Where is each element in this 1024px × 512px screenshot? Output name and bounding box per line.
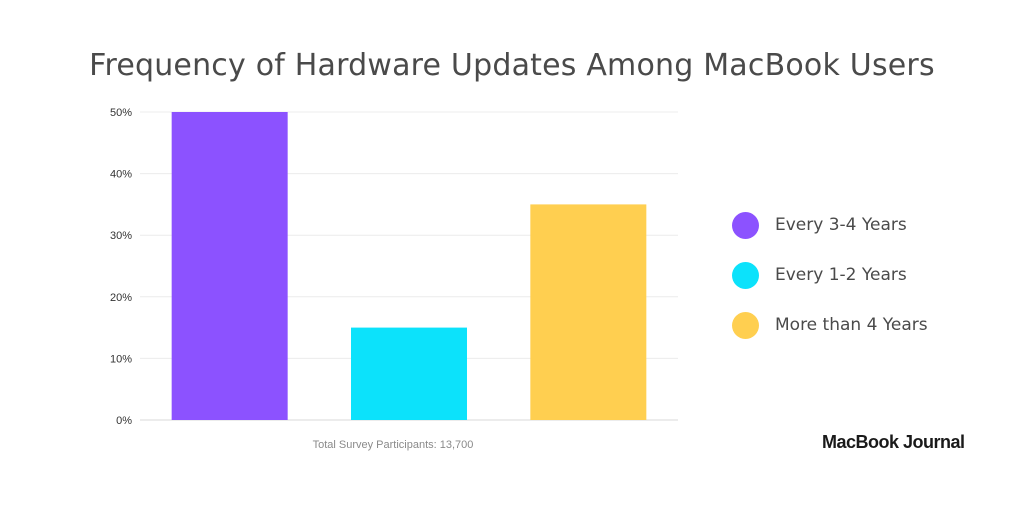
legend-label: Every 3-4 Years: [775, 215, 907, 235]
legend-swatch: [732, 311, 759, 339]
y-tick-label: 50%: [110, 107, 132, 119]
y-tick-label: 30%: [110, 230, 132, 242]
chart-title: Frequency of Hardware Updates Among MacB…: [89, 48, 935, 83]
legend-item: More than 4 Years: [732, 300, 1012, 350]
y-axis-ticks: 0% 10% 20% 30% 40% 50%: [110, 107, 132, 427]
legend: Every 3-4 Years Every 1-2 Years More than …: [732, 200, 1012, 350]
y-tick-label: 10%: [110, 353, 132, 365]
y-tick-label: 40%: [110, 169, 132, 181]
legend-item: Every 3-4 Years: [732, 200, 1012, 250]
bars: [171, 112, 647, 420]
bar-1: [171, 112, 288, 420]
legend-swatch: [732, 261, 759, 289]
bar-2: [351, 327, 467, 420]
legend-label: More than 4 Years: [775, 315, 928, 335]
y-tick-label: 20%: [110, 292, 132, 304]
legend-item: Every 1-2 Years: [732, 250, 1012, 300]
bar-3: [530, 204, 647, 420]
y-tick-label: 0%: [116, 415, 132, 427]
survey-footnote: Total Survey Participants: 13,700: [313, 439, 474, 451]
legend-label: Every 1-2 Years: [775, 265, 907, 285]
legend-swatch: [732, 211, 759, 239]
brand-logo: MacBook Journal: [822, 432, 965, 452]
